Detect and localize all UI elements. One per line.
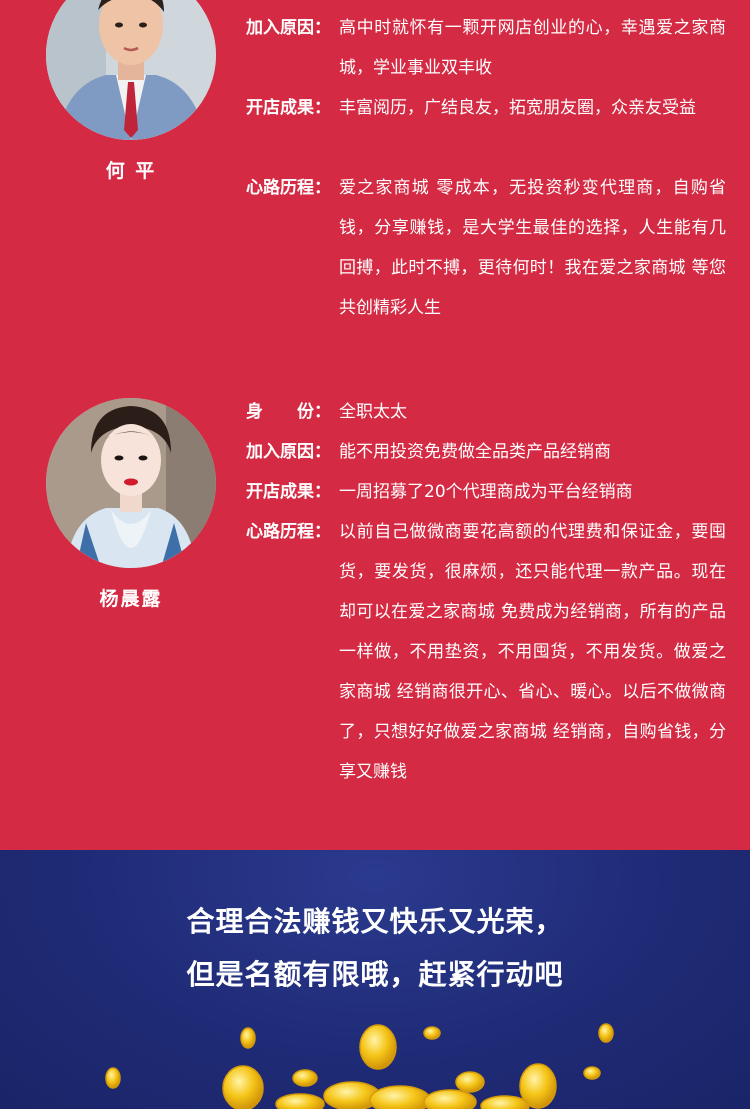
row-label: 身 份：	[246, 402, 331, 422]
slogan-line-2: 但是名额有限哦，赶紧行动吧	[186, 958, 564, 991]
testimonials-section: 何 平 加入原因： 高中时就怀有一颗开网店创业的心，幸遇爱之家商城，学业事业双丰…	[46, 0, 726, 792]
profile-row-identity: 身 份： 全职太太	[246, 392, 726, 432]
profile-row-shop-result: 开店成果： 丰富阅历，广结良友，拓宽朋友圈，众亲友受益	[246, 88, 726, 128]
row-label: 加入原因：	[246, 442, 331, 462]
profile-row-join-reason: 加入原因： 能不用投资免费做全品类产品经销商	[246, 432, 726, 472]
profile-row-journey: 心路历程： 以前自己做微商要花高额的代理费和保证金，要囤货，要发货，很麻烦，还只…	[246, 512, 726, 792]
person-name: 何 平	[105, 160, 157, 182]
row-value: 爱之家商城 零成本，无投资秒变代理商，自购省钱，分享赚钱，是大学生最佳的选择，人…	[339, 178, 726, 318]
row-value: 能不用投资免费做全品类产品经销商	[339, 442, 611, 462]
avatar	[46, 0, 216, 140]
row-label: 开店成果：	[246, 98, 331, 118]
gold-coins-icon	[105, 1023, 614, 1109]
profile-row-journey: 心路历程： 爱之家商城 零成本，无投资秒变代理商，自购省钱，分享赚钱，是大学生最…	[246, 168, 726, 328]
row-value: 全职太太	[339, 402, 407, 422]
avatar	[46, 398, 216, 568]
slogan-line-1: 合理合法赚钱又快乐又光荣，	[186, 905, 564, 938]
row-value: 丰富阅历，广结良友，拓宽朋友圈，众亲友受益	[339, 98, 696, 118]
row-value: 一周招募了20个代理商成为平台经销商	[339, 482, 633, 502]
row-value: 以前自己做微商要花高额的代理费和保证金，要囤货，要发货，很麻烦，还只能代理一款产…	[339, 522, 726, 782]
call-to-action-banner: 合理合法赚钱又快乐又光荣， 但是名额有限哦，赶紧行动吧	[0, 850, 750, 1109]
man-portrait-icon	[46, 0, 216, 140]
row-label: 加入原因：	[246, 18, 331, 38]
profile-row-shop-result: 开店成果： 一周招募了20个代理商成为平台经销商	[246, 472, 726, 512]
row-label: 心路历程：	[246, 178, 331, 198]
person-name: 杨晨露	[99, 588, 163, 610]
row-label: 开店成果：	[246, 482, 331, 502]
row-label: 心路历程：	[246, 522, 331, 542]
woman-portrait-icon	[46, 398, 216, 568]
row-value: 高中时就怀有一颗开网店创业的心，幸遇爱之家商城，学业事业双丰收	[339, 18, 726, 78]
profile-row-join-reason: 加入原因： 高中时就怀有一颗开网店创业的心，幸遇爱之家商城，学业事业双丰收	[246, 8, 726, 88]
